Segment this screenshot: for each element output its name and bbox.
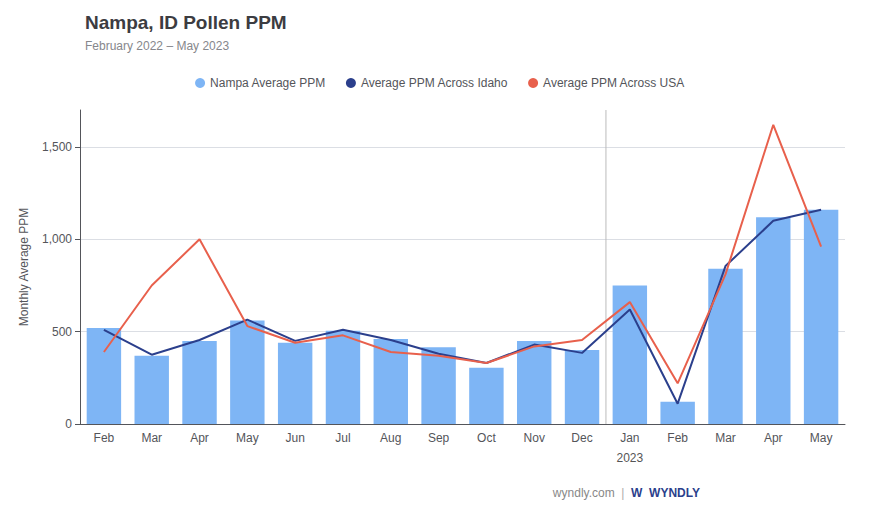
svg-text:Feb: Feb: [94, 431, 115, 445]
svg-text:W WYNDLY: W WYNDLY: [631, 486, 700, 500]
svg-text:May: May: [810, 431, 833, 445]
svg-text:Average PPM Across Idaho: Average PPM Across Idaho: [361, 76, 508, 90]
svg-text:Apr: Apr: [190, 431, 209, 445]
svg-text:Jul: Jul: [335, 431, 350, 445]
svg-text:Apr: Apr: [764, 431, 783, 445]
svg-text:Sep: Sep: [428, 431, 450, 445]
svg-text:Jan: Jan: [620, 431, 639, 445]
svg-text:1,500: 1,500: [42, 140, 72, 154]
svg-text:0: 0: [65, 417, 72, 431]
svg-text:Nampa Average PPM: Nampa Average PPM: [210, 76, 325, 90]
svg-text:May: May: [236, 431, 259, 445]
svg-text:wyndly.com: wyndly.com: [552, 486, 615, 500]
svg-text:Feb: Feb: [667, 431, 688, 445]
svg-text:1,000: 1,000: [42, 232, 72, 246]
svg-text:500: 500: [52, 325, 72, 339]
svg-text:Mar: Mar: [715, 431, 736, 445]
svg-text:Dec: Dec: [571, 431, 592, 445]
svg-text:2023: 2023: [616, 451, 643, 465]
svg-text:February 2022 – May 2023: February 2022 – May 2023: [85, 39, 229, 53]
svg-text:Nampa, ID Pollen PPM: Nampa, ID Pollen PPM: [85, 12, 287, 33]
svg-text:Monthly Average PPM: Monthly Average PPM: [17, 208, 31, 327]
svg-text:Average PPM Across USA: Average PPM Across USA: [543, 76, 684, 90]
svg-text:Aug: Aug: [380, 431, 401, 445]
svg-text:Oct: Oct: [477, 431, 496, 445]
svg-text:Mar: Mar: [141, 431, 162, 445]
svg-text:Nov: Nov: [524, 431, 545, 445]
svg-text:Jun: Jun: [285, 431, 304, 445]
